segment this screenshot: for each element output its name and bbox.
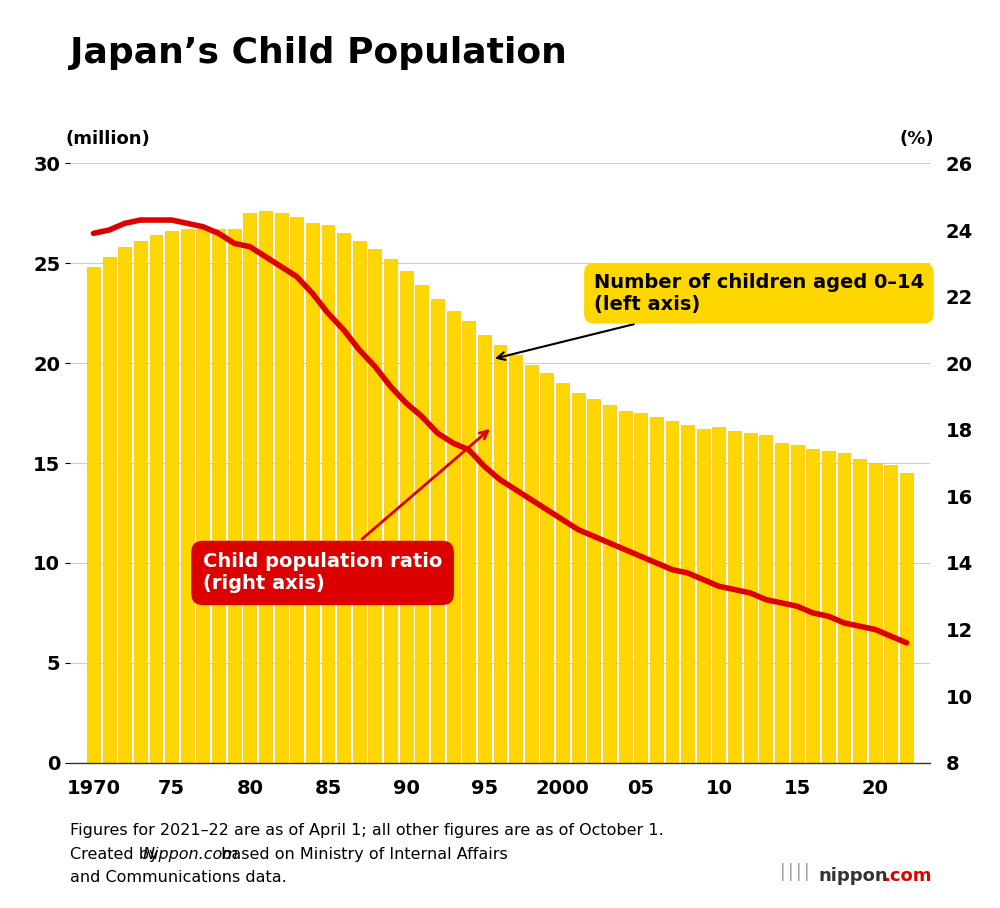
Bar xyxy=(587,400,600,763)
Bar xyxy=(150,235,162,763)
Bar xyxy=(494,345,506,763)
Bar xyxy=(822,451,835,763)
Bar xyxy=(884,465,897,763)
Bar xyxy=(415,285,428,763)
Text: and Communications data.: and Communications data. xyxy=(70,870,287,885)
Text: based on Ministry of Internal Affairs: based on Ministry of Internal Affairs xyxy=(216,846,508,862)
Text: |: | xyxy=(804,863,810,881)
Bar xyxy=(462,321,475,763)
Bar xyxy=(134,242,147,763)
Bar xyxy=(259,212,272,763)
Bar xyxy=(509,355,522,763)
Text: Created by: Created by xyxy=(70,846,164,862)
Text: Child population ratio
(right axis): Child population ratio (right axis) xyxy=(203,431,488,594)
Bar xyxy=(759,435,772,763)
Text: Figures for 2021–22 are as of April 1; all other figures are as of October 1.: Figures for 2021–22 are as of April 1; a… xyxy=(70,823,664,838)
Bar xyxy=(322,225,334,763)
Bar xyxy=(619,411,632,763)
Bar xyxy=(228,230,241,763)
Text: |: | xyxy=(796,863,802,881)
Text: (%): (%) xyxy=(900,131,934,149)
Bar xyxy=(384,260,397,763)
Bar xyxy=(744,433,757,763)
Bar xyxy=(666,421,678,763)
Bar xyxy=(900,473,913,763)
Bar xyxy=(431,300,444,763)
Bar xyxy=(181,230,194,763)
Bar xyxy=(337,233,350,763)
Bar xyxy=(118,247,131,763)
Bar xyxy=(306,223,319,763)
Bar xyxy=(103,257,116,763)
Bar xyxy=(275,213,288,763)
Bar xyxy=(838,453,850,763)
Bar xyxy=(603,405,616,763)
Bar xyxy=(775,443,788,763)
Bar xyxy=(447,311,460,763)
Bar xyxy=(353,242,366,763)
Bar xyxy=(791,445,804,763)
Bar xyxy=(540,373,553,763)
Text: |: | xyxy=(788,863,794,881)
Text: (million): (million) xyxy=(66,131,150,149)
Bar xyxy=(212,230,225,763)
Bar xyxy=(853,459,866,763)
Text: .com: .com xyxy=(883,867,932,885)
Bar xyxy=(634,413,647,763)
Bar xyxy=(712,427,725,763)
Bar xyxy=(728,431,741,763)
Bar xyxy=(243,213,256,763)
Text: Number of children aged 0–14
(left axis): Number of children aged 0–14 (left axis) xyxy=(497,272,924,360)
Bar xyxy=(556,383,569,763)
Bar xyxy=(572,393,585,763)
Bar xyxy=(165,232,178,763)
Bar xyxy=(478,335,491,763)
Bar xyxy=(87,267,100,763)
Text: Nippon.com: Nippon.com xyxy=(143,846,239,862)
Bar xyxy=(400,271,413,763)
Bar xyxy=(290,217,303,763)
Bar xyxy=(525,365,538,763)
Bar xyxy=(196,230,209,763)
Bar xyxy=(869,463,882,763)
Bar xyxy=(650,417,663,763)
Bar xyxy=(806,449,819,763)
Text: Japan’s Child Population: Japan’s Child Population xyxy=(70,36,567,70)
Bar xyxy=(368,250,381,763)
Bar xyxy=(681,425,694,763)
Bar xyxy=(697,429,710,763)
Text: nippon: nippon xyxy=(818,867,888,885)
Text: |: | xyxy=(780,863,786,881)
